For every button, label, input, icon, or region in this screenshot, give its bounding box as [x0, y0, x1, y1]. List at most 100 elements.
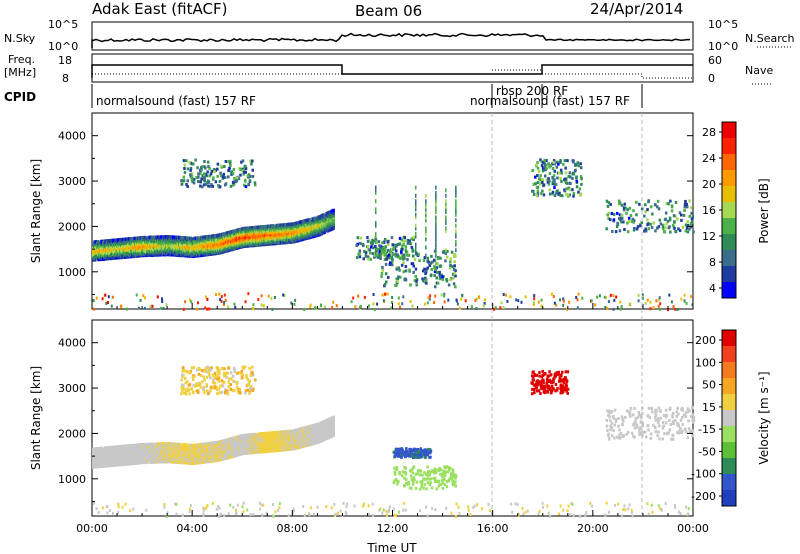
power-cell: [449, 260, 452, 264]
power-cell: [445, 278, 448, 281]
power-cell: [453, 264, 456, 268]
power-cell: [111, 295, 114, 299]
power-cell: [688, 199, 691, 203]
cpid-segment-1: normalsound (fast) 157 RF: [96, 94, 256, 108]
power-cell: [553, 169, 556, 173]
power-cell: [565, 192, 568, 196]
power-cell: [332, 208, 335, 213]
power-cell: [627, 219, 631, 223]
power-cell: [195, 176, 198, 180]
power-cell: [375, 248, 377, 253]
power-cell: [232, 183, 235, 187]
power-cell: [156, 295, 159, 299]
power-cell: [575, 179, 578, 183]
power-cell: [363, 249, 366, 253]
power-cell: [605, 227, 608, 231]
power-cell: [659, 302, 662, 306]
power-cell: [384, 245, 387, 249]
power-cell: [202, 183, 206, 187]
power-cell: [384, 262, 388, 266]
power-cell: [398, 242, 402, 246]
power-cell: [369, 251, 372, 255]
power-cell: [670, 205, 674, 209]
power-cell: [403, 256, 406, 260]
power-cell: [545, 178, 548, 182]
power-cell: [231, 172, 235, 176]
power-cell: [557, 160, 560, 164]
power-cell: [203, 176, 206, 179]
power-cell: [425, 245, 427, 250]
power-cell: [686, 220, 689, 224]
power-cell: [180, 182, 183, 186]
power-cell: [552, 159, 556, 163]
power-cell: [404, 269, 408, 273]
power-cell: [371, 252, 375, 256]
power-cell: [532, 302, 535, 306]
power-cell: [455, 218, 457, 223]
power-cell: [224, 183, 227, 187]
power-cell: [219, 164, 223, 168]
power-cell: [436, 262, 439, 266]
power-cell: [581, 296, 584, 300]
power-cell: [453, 271, 456, 275]
power-cell: [397, 296, 400, 300]
power-cell: [539, 158, 542, 162]
power-cell: [475, 297, 478, 301]
cpid-label: CPID: [4, 90, 36, 104]
power-cell: [452, 276, 455, 280]
power-cell: [409, 300, 412, 303]
power-cell: [475, 307, 478, 310]
power-cell: [448, 266, 452, 270]
power-cell: [200, 177, 203, 181]
power-cell: [538, 177, 542, 181]
power-cell: [567, 186, 571, 190]
power-cell: [385, 280, 388, 284]
power-cell: [447, 283, 451, 287]
power-cell: [571, 176, 574, 180]
power-cell: [435, 226, 437, 231]
power-cell: [454, 269, 457, 273]
power-cell: [203, 172, 206, 176]
power-cell: [673, 220, 676, 224]
power-cell: [381, 293, 384, 297]
power-cell: [453, 260, 456, 264]
power-cell: [435, 248, 437, 253]
power-cell: [551, 176, 555, 180]
power-cell: [572, 192, 576, 195]
power-cell: [640, 221, 643, 225]
power-cell: [553, 181, 556, 184]
power-cell: [354, 305, 357, 309]
freq-label-2: [MHz]: [4, 66, 36, 79]
power-cell: [616, 221, 619, 225]
power-cell: [222, 172, 226, 176]
power-cell: [626, 230, 630, 234]
power-cell: [626, 208, 629, 212]
power-cell: [425, 204, 427, 209]
power-cell: [244, 167, 248, 171]
power-cell: [274, 296, 276, 299]
power-cell: [455, 204, 457, 209]
power-cell: [375, 234, 377, 239]
power-cell: [404, 253, 407, 257]
power-cell: [542, 193, 546, 197]
power-cell: [431, 260, 434, 264]
power-cell: [372, 293, 375, 296]
power-cell: [216, 174, 219, 178]
power-cell: [674, 230, 677, 233]
power-cell: [404, 265, 408, 268]
power-cell: [189, 168, 192, 172]
power-cell: [400, 263, 404, 267]
power-cell: [408, 239, 411, 243]
power-cell: [189, 173, 192, 177]
power-cell: [547, 182, 551, 186]
power-cell: [658, 218, 662, 222]
power-cell: [537, 300, 540, 304]
power-cell: [691, 303, 694, 307]
power-cell: [641, 293, 644, 297]
power-cell: [190, 300, 193, 304]
power-cell: [375, 191, 377, 195]
power-cell: [216, 167, 219, 171]
power-cell: [575, 175, 578, 179]
power-cell: [227, 160, 230, 164]
